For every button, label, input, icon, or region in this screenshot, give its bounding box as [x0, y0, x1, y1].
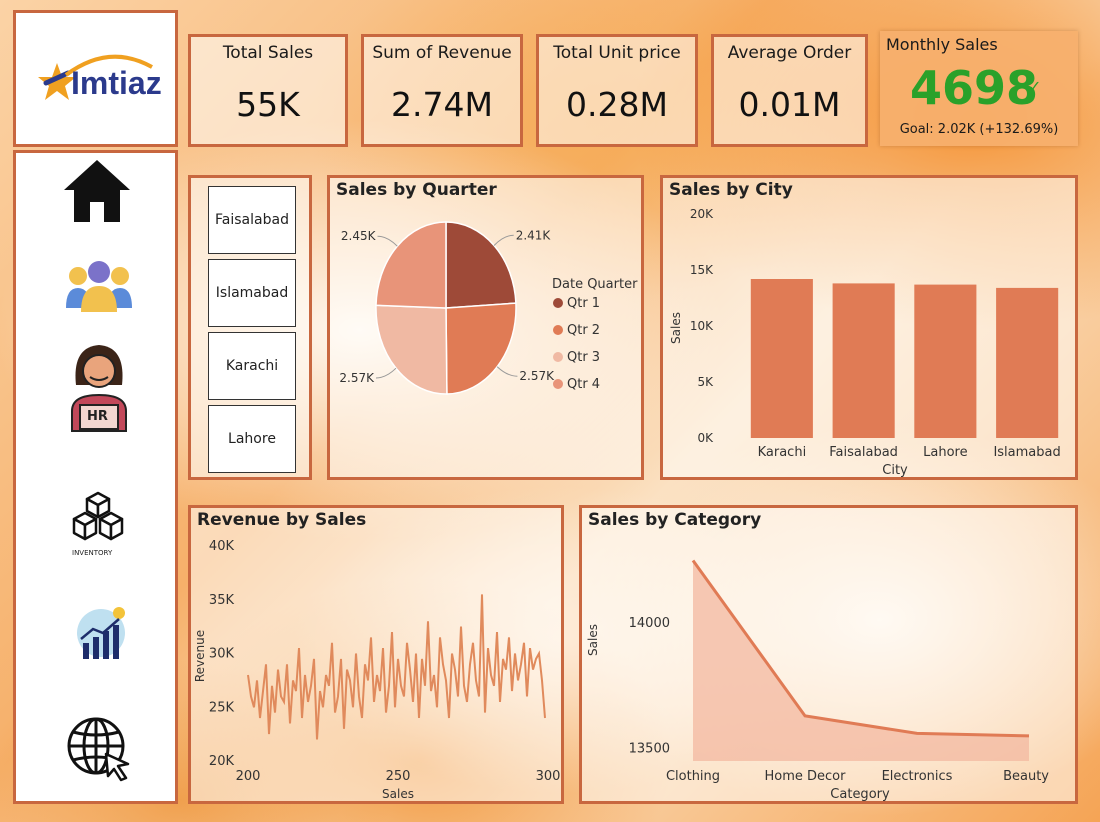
- legend-item: Qtr 4: [567, 377, 600, 392]
- kpi-card-total-sales: Total Sales 55K: [188, 34, 348, 147]
- home-icon[interactable]: [62, 158, 132, 224]
- kpi-value: 0.01M: [738, 85, 841, 124]
- kpi-card-average-order: Average Order 0.01M: [711, 34, 868, 147]
- team-icon[interactable]: [64, 258, 134, 314]
- x-tick-label: Electronics: [882, 769, 953, 784]
- x-tick-label: Clothing: [666, 769, 720, 784]
- x-tick-label: Beauty: [1003, 769, 1049, 784]
- sales-by-city-panel: Sales by City Sales City 0K 5K 10K 15K 20K K…: [660, 175, 1078, 480]
- x-tick-label: Karachi: [758, 445, 807, 460]
- pie-data-label: 2.41K: [516, 228, 552, 242]
- y-axis-label: Sales: [586, 624, 600, 656]
- y-tick-label: 0K: [697, 431, 714, 445]
- kpi-card-sum-of-revenue: Sum of Revenue 2.74M: [361, 34, 523, 147]
- x-axis-label: Category: [830, 787, 890, 801]
- area-fill: [693, 560, 1029, 761]
- bar-chart: Sales City 0K 5K 10K 15K 20K Karachi Faisalab…: [669, 207, 1061, 477]
- slicer-option-karachi[interactable]: Karachi: [208, 332, 296, 400]
- legend-item: Qtr 2: [567, 323, 600, 338]
- kpi-card-total-unit-price: Total Unit price 0.28M: [536, 34, 698, 147]
- x-tick-label: 300: [536, 769, 561, 784]
- x-tick-label: Lahore: [923, 445, 967, 460]
- sales-by-quarter-panel: Sales by Quarter Date Quarter Qtr 1 Qtr 2…: [327, 175, 644, 480]
- y-axis-label: Sales: [669, 312, 683, 344]
- inventory-label: INVENTORY: [72, 549, 113, 557]
- legend-swatch: [553, 325, 563, 335]
- check-icon: ✓: [1028, 77, 1042, 96]
- y-tick-label: 40K: [209, 539, 235, 554]
- legend-item: Qtr 3: [567, 350, 600, 365]
- kpi-value: 55K: [236, 85, 300, 124]
- pie-chart: Date Quarter Qtr 1 Qtr 2 Qtr 3 Qtr 4 2.41K 2…: [339, 221, 638, 395]
- pie-data-label: 2.45K: [341, 229, 377, 243]
- logo-panel: Imtiaz: [13, 10, 178, 147]
- growth-chart-icon[interactable]: [71, 603, 131, 663]
- legend-swatch: [553, 379, 563, 389]
- x-tick-label: Faisalabad: [829, 445, 898, 460]
- pie-slice[interactable]: [445, 221, 517, 309]
- x-tick-label: 250: [386, 769, 411, 784]
- chart-title: Revenue by Sales: [197, 510, 367, 530]
- y-tick-label: 14000: [629, 616, 670, 631]
- kpi-title: Sum of Revenue: [372, 43, 512, 63]
- chart-title: Sales by Category: [588, 510, 762, 530]
- hr-icon[interactable]: [66, 341, 132, 433]
- x-axis-label: Sales: [382, 787, 414, 801]
- y-tick-label: 10K: [690, 319, 714, 333]
- y-tick-label: 20K: [209, 754, 235, 769]
- pie-slice[interactable]: [445, 302, 517, 395]
- kpi-value: 0.28M: [566, 85, 668, 124]
- slicer-option-lahore[interactable]: Lahore: [208, 405, 296, 473]
- kpi-title: Total Unit price: [553, 43, 681, 63]
- brand-logo-text: Imtiaz: [71, 65, 162, 101]
- x-tick-label: 200: [236, 769, 261, 784]
- chart-title: Sales by Quarter: [336, 180, 497, 200]
- kpi-title: Average Order: [727, 43, 852, 63]
- legend-item: Qtr 1: [567, 296, 600, 311]
- kpi-value: 2.74M: [391, 85, 493, 124]
- pie-data-label: 2.57K: [519, 369, 555, 383]
- bar[interactable]: [996, 287, 1059, 438]
- logo-swoosh-icon: [64, 54, 153, 77]
- bar[interactable]: [832, 283, 895, 438]
- legend-swatch: [553, 352, 563, 362]
- y-tick-label: 30K: [209, 647, 235, 662]
- chart-title: Sales by City: [669, 180, 793, 200]
- city-slicer-panel: Faisalabad Islamabad Karachi Lahore: [188, 175, 312, 480]
- monthly-sales-goal: Goal: 2.02K (+132.69%): [899, 122, 1059, 137]
- area-line: [691, 559, 1030, 738]
- monthly-sales-title: Monthly Sales: [886, 35, 998, 54]
- x-axis-label: City: [882, 463, 908, 477]
- legend-swatch: [553, 298, 563, 308]
- y-axis-label: Revenue: [193, 630, 207, 682]
- inventory-icon[interactable]: [71, 491, 125, 547]
- y-tick-label: 5K: [697, 375, 714, 389]
- pie-slice[interactable]: [375, 304, 448, 395]
- y-tick-label: 13500: [629, 742, 670, 757]
- globe-cursor-icon[interactable]: [66, 716, 132, 782]
- monthly-sales-value: 4698: [910, 61, 1039, 115]
- pie-slice[interactable]: [375, 221, 447, 309]
- revenue-by-sales-panel: Revenue by Sales Revenue Sales 20K 25K 30K…: [188, 505, 564, 804]
- revenue-line: [247, 594, 546, 740]
- y-tick-label: 20K: [690, 207, 714, 221]
- kpi-card-monthly-sales: Monthly Sales 4698 ✓ Goal: 2.02K (+132.6…: [880, 31, 1078, 146]
- nav-sidebar: HR INVENTORY: [13, 150, 178, 804]
- legend-title: Date Quarter: [552, 277, 638, 292]
- y-tick-label: 25K: [209, 700, 235, 715]
- x-tick-label: Islamabad: [993, 445, 1060, 460]
- pie-data-label: 2.57K: [339, 371, 375, 385]
- bar[interactable]: [750, 279, 813, 438]
- y-tick-label: 15K: [690, 263, 714, 277]
- slicer-option-islamabad[interactable]: Islamabad: [208, 259, 296, 327]
- x-tick-label: Home Decor: [765, 769, 847, 784]
- kpi-title: Total Sales: [222, 43, 314, 63]
- hr-badge-text: HR: [87, 409, 108, 424]
- slicer-option-faisalabad[interactable]: Faisalabad: [208, 186, 296, 254]
- line-chart: Revenue Sales 20K 25K 30K 35K 40K 200 250 300: [193, 539, 561, 801]
- y-tick-label: 35K: [209, 593, 235, 608]
- sales-by-category-panel: Sales by Category Sales Category 13500 14…: [579, 505, 1078, 804]
- bar[interactable]: [914, 284, 977, 438]
- area-chart: Sales Category 13500 14000 Clothing Home D…: [586, 559, 1049, 801]
